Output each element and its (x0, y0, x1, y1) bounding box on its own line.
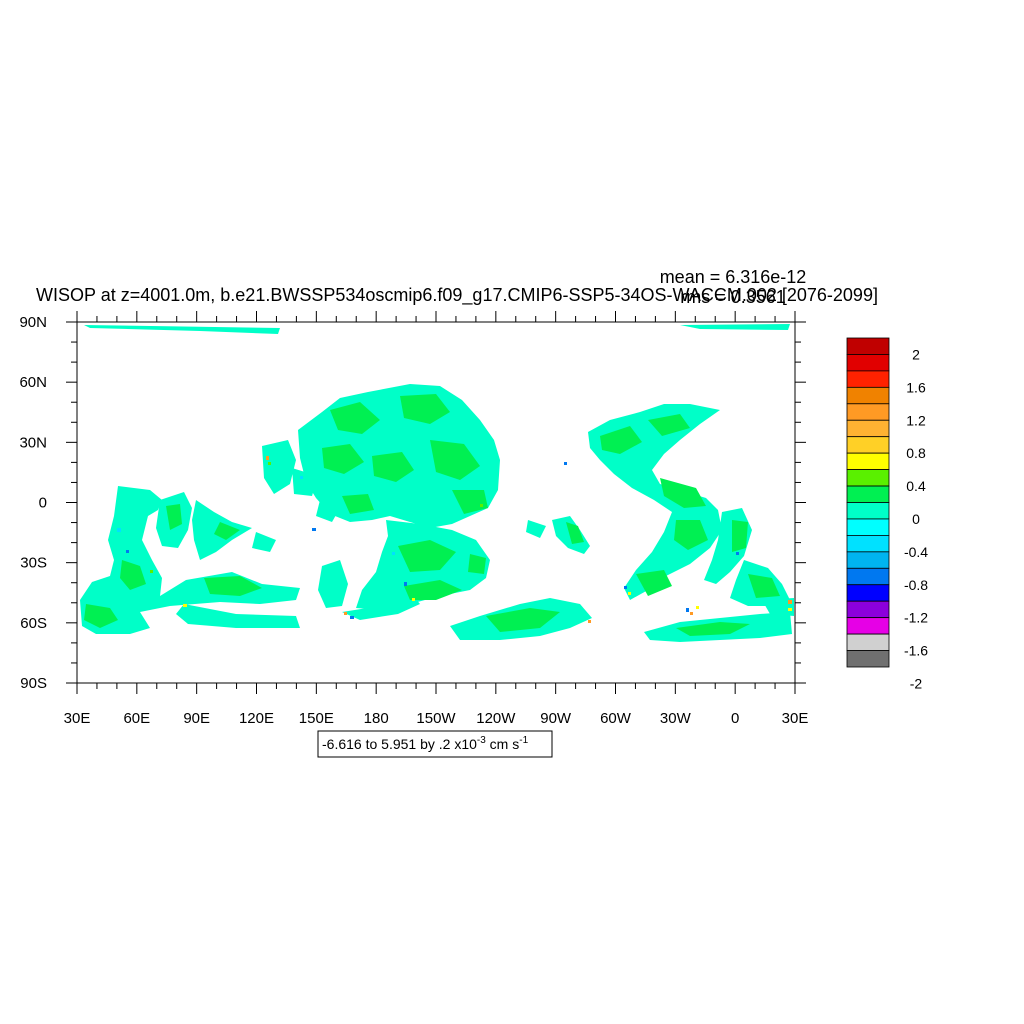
colorbar-swatch (846, 650, 890, 668)
field-secondary (84, 394, 780, 636)
info-label-exp2: -1 (519, 735, 528, 746)
colorbar-label: -2 (910, 675, 923, 691)
x-tick-label: 60W (600, 710, 632, 727)
ocean-velocity-field (80, 324, 794, 642)
colorbar-swatch (846, 551, 890, 569)
colorbar: 2 1.6 1.2 0.8 0.4 0 -0.4 -0.8 -1.2 -1.6 -2 (846, 337, 928, 691)
x-tick-label: 90E (183, 710, 210, 727)
y-tick-label: 60S (20, 615, 47, 632)
colorbar-label: -1.2 (904, 610, 928, 626)
y-tick-label: 0 (39, 495, 47, 512)
colorbar-swatch (846, 354, 890, 372)
x-tick-label: 150W (416, 710, 456, 727)
colorbar-label: 0.8 (906, 445, 926, 461)
axes: 30E 60E 90E 120E 150E 180 150W 120W 90W 60W 30W 0 30… (19, 311, 808, 727)
colorbar-swatch (846, 469, 890, 487)
y-tick-label: 30N (19, 434, 47, 451)
colorbar-swatch (846, 502, 890, 520)
y-tick-label: 90S (20, 675, 47, 692)
x-tick-label: 0 (731, 710, 739, 727)
colorbar-swatch (846, 370, 890, 388)
colorbar-label: -0.8 (904, 577, 928, 593)
colorbar-swatch (846, 518, 890, 536)
x-tick-label: 120W (476, 710, 516, 727)
colorbar-swatch (846, 584, 890, 602)
chart-title: WISOP at z=4001.0m, b.e21.BWSSP534oscmip… (36, 285, 878, 306)
colorbar-label: 1.2 (906, 412, 926, 428)
info-label-unit: cm s (486, 736, 519, 752)
y-tick-label: 60N (19, 374, 47, 391)
colorbar-swatch (846, 337, 890, 355)
y-tick-label: 30S (20, 555, 47, 572)
colorbar-swatch (846, 535, 890, 553)
x-tick-label: 30E (782, 710, 809, 727)
info-label: -6.616 to 5.951 by .2 x10-3 cm s-1 (317, 730, 553, 758)
colorbar-swatch (846, 452, 890, 470)
info-label-exp1: -3 (477, 735, 486, 746)
rms-label: rms = 0.3561 (680, 287, 786, 307)
colorbar-swatch (846, 633, 890, 651)
colorbar-label: -0.4 (904, 544, 928, 560)
x-tick-label: 30W (660, 710, 692, 727)
colorbar-swatch (846, 419, 890, 438)
colorbar-label: -1.6 (904, 643, 928, 659)
colorbar-swatch (846, 386, 890, 405)
info-label-main: -6.616 to 5.951 by .2 x10 (322, 736, 477, 752)
y-tick-label: 90N (19, 314, 47, 331)
mean-label: mean = 6.316e-12 (660, 267, 807, 287)
x-tick-label: 30E (64, 710, 91, 727)
colorbar-label: 1.6 (906, 379, 926, 395)
field-speckles (117, 456, 792, 623)
x-tick-label: 180 (364, 710, 389, 727)
colorbar-swatch (846, 436, 890, 454)
x-tick-label: 90W (540, 710, 572, 727)
colorbar-swatch (846, 567, 890, 586)
colorbar-swatch (846, 485, 890, 503)
colorbar-label: 0.4 (906, 478, 926, 494)
x-tick-label: 60E (123, 710, 150, 727)
colorbar-swatch (846, 403, 890, 421)
x-tick-label: 120E (239, 710, 274, 727)
colorbar-swatch (846, 600, 890, 619)
colorbar-label: 0 (912, 511, 920, 527)
colorbar-label: 2 (912, 346, 920, 362)
colorbar-swatch (846, 617, 890, 635)
svg-text:-6.616 to 5.951 by .2 x10-3 cm: -6.616 to 5.951 by .2 x10-3 cm s-1 (322, 735, 529, 752)
x-tick-label: 150E (299, 710, 334, 727)
